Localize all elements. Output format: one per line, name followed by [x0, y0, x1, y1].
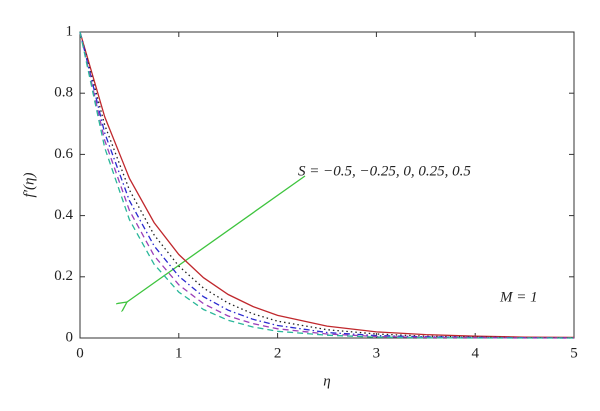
plot-frame — [79, 31, 575, 339]
line-series — [79, 31, 574, 339]
line-series — [79, 31, 575, 339]
line-series — [79, 31, 575, 339]
y-tick-label: 1 — [66, 23, 74, 39]
x-tick-label: 3 — [373, 345, 381, 361]
y-tick-label: 0.2 — [54, 268, 73, 284]
x-tick-label: 4 — [471, 345, 479, 361]
line-series — [79, 31, 574, 339]
y-tick-label: 0.4 — [54, 207, 73, 223]
annotation: S = −0.5, −0.25, 0, 0.25, 0.5 — [298, 163, 471, 179]
y-tick-label: 0.6 — [54, 146, 73, 162]
y-axis-label: f′(η) — [21, 173, 37, 198]
x-axis-label: η — [323, 373, 330, 389]
line-series — [79, 31, 574, 339]
x-tick-label: 1 — [175, 345, 183, 361]
arrow — [127, 175, 306, 302]
annotation: M = 1 — [499, 289, 538, 305]
y-tick-label: 0 — [66, 329, 74, 345]
x-tick-label: 2 — [274, 345, 282, 361]
x-tick-label: 0 — [76, 345, 84, 361]
x-tick-label: 5 — [570, 345, 578, 361]
y-tick-label: 0.8 — [54, 85, 73, 101]
